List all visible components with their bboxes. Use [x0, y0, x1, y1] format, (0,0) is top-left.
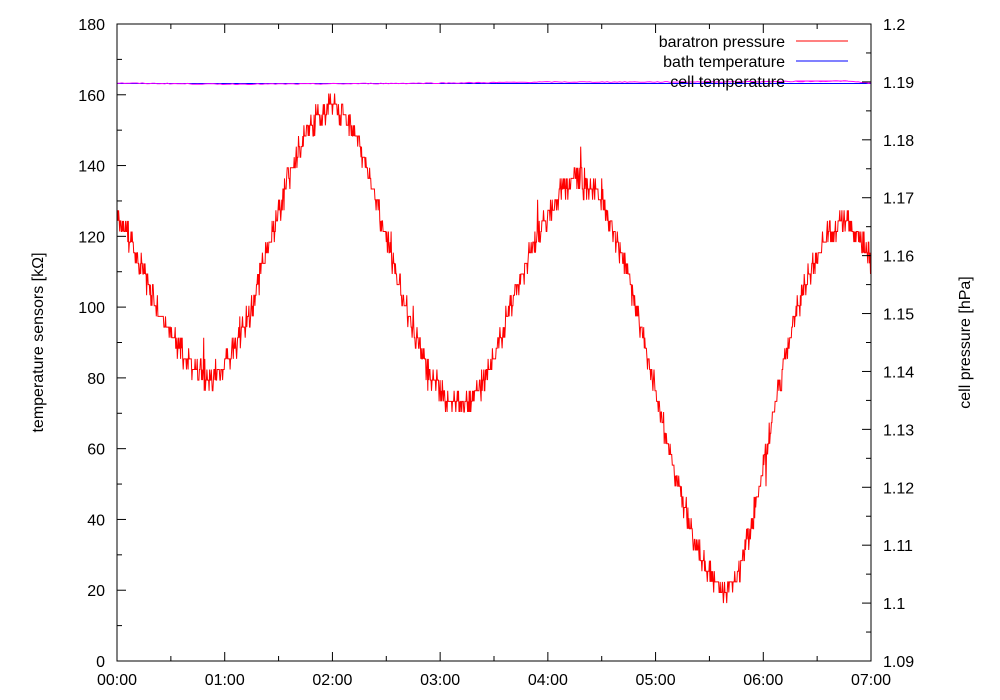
y-axis-title: temperature sensors [kΩ] — [30, 252, 47, 432]
legend: baratron pressure bath temperature cell te… — [659, 34, 848, 91]
y2-tick-label: 1.19 — [883, 75, 914, 92]
x-tick-label: 05:00 — [636, 672, 676, 689]
axis-ticks: 00:00 01:00 02:00 03:00 04:00 05:00 06:00 07:00… — [78, 17, 914, 689]
y2-tick-label: 1.17 — [883, 191, 914, 208]
x-tick-label: 07:00 — [851, 672, 891, 689]
cell-temperature-line — [117, 80, 872, 86]
x-tick-label: 01:00 — [205, 672, 245, 689]
y2-tick-label: 1.1 — [883, 596, 905, 613]
y-tick-label: 180 — [78, 17, 105, 34]
y-tick-label: 100 — [78, 300, 105, 317]
baratron-pressure-line — [116, 93, 872, 604]
y-tick-label: 140 — [78, 159, 105, 176]
y-tick-label: 80 — [87, 371, 105, 388]
y-tick-label: 160 — [78, 88, 105, 105]
x-tick-label: 02:00 — [312, 672, 352, 689]
y2-tick-label: 1.2 — [883, 17, 905, 34]
y-tick-label: 120 — [78, 229, 105, 246]
y2-tick-label: 1.15 — [883, 307, 914, 324]
y2-tick-label: 1.11 — [883, 538, 913, 555]
legend-label-cell-temperature: cell temperature — [670, 74, 785, 91]
y2-tick-label: 1.12 — [883, 480, 914, 497]
y2-tick-label: 1.09 — [883, 654, 914, 671]
y-tick-label: 20 — [87, 583, 105, 600]
y2-tick-label: 1.13 — [883, 422, 914, 439]
plot-area — [116, 80, 872, 604]
y2-tick-label: 1.14 — [883, 364, 914, 381]
y-tick-label: 0 — [96, 654, 105, 671]
y2-tick-label: 1.16 — [883, 249, 914, 266]
x-tick-label: 00:00 — [97, 672, 137, 689]
y-tick-label: 40 — [87, 512, 105, 529]
x-tick-label: 03:00 — [420, 672, 460, 689]
y2-tick-label: 1.18 — [883, 133, 914, 150]
legend-label-baratron-pressure: baratron pressure — [659, 34, 785, 51]
y-tick-label: 60 — [87, 442, 105, 459]
plot-frame — [116, 23, 872, 662]
x-tick-label: 06:00 — [743, 672, 783, 689]
legend-label-bath-temperature: bath temperature — [663, 54, 785, 71]
x-tick-label: 04:00 — [528, 672, 568, 689]
y2-axis-title: cell pressure [hPa] — [957, 276, 974, 409]
